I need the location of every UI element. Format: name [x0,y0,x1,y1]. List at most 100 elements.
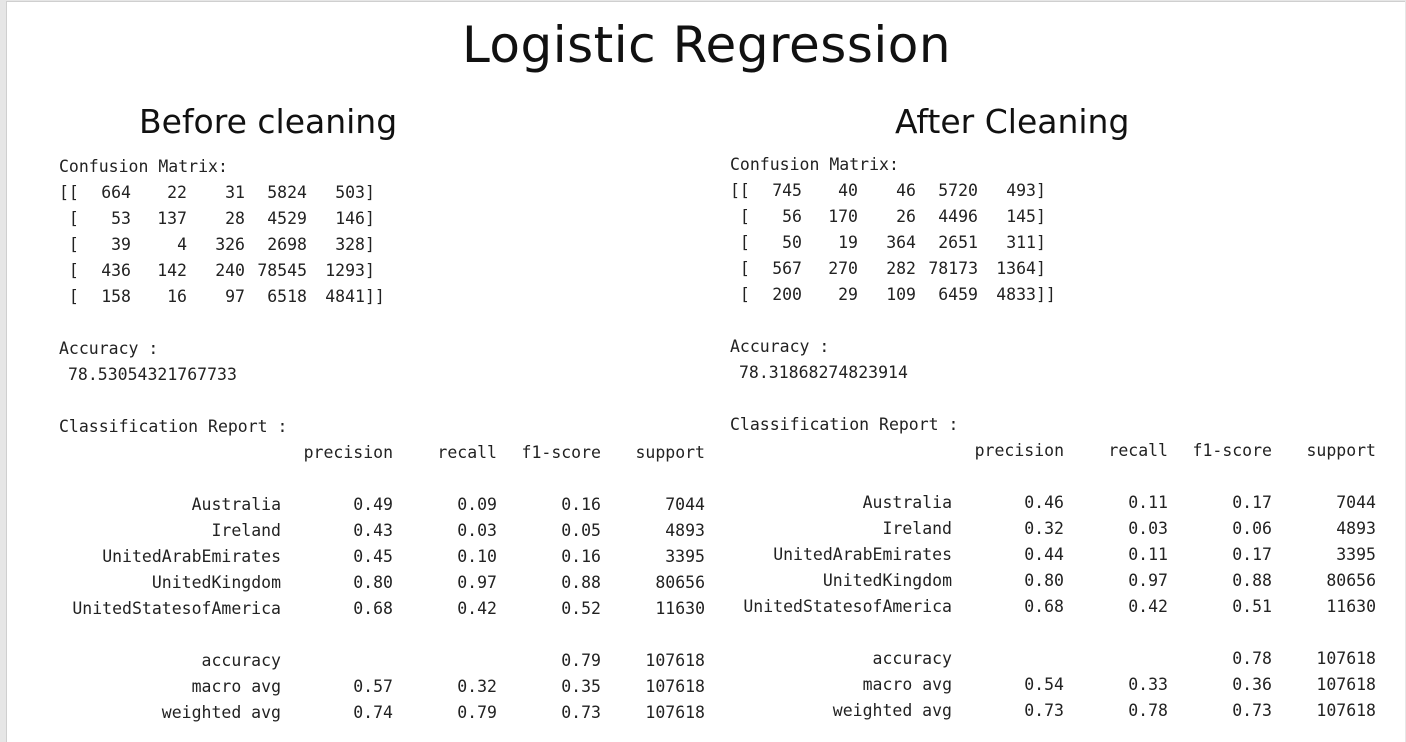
report-recall: 0.09 [457,495,497,514]
report-support: 4893 [665,521,705,540]
report-row: accuracy 0.79 107618 [59,648,705,674]
report-support: 80656 [1326,571,1376,590]
report-column-header: recall [437,443,497,462]
report-recall: 0.10 [457,547,497,566]
matrix-cell: 56 [782,207,802,226]
matrix-bracket: [ [59,287,79,306]
report-precision [952,646,1064,672]
report-row-label: UnitedArabEmirates [773,545,952,564]
report-column-header: support [635,443,705,462]
matrix-cell: 311 [1006,233,1036,252]
report-f1-score: 0.35 [561,677,601,696]
matrix-cell: 46 [896,181,916,200]
report-f1-score: 0.16 [561,547,601,566]
report-row: Australia 0.46 0.11 0.17 7044 [730,490,1376,516]
report-f1-score: 0.73 [561,703,601,722]
report-row-label: Ireland [211,521,281,540]
matrix-cell: 145 [1006,207,1036,226]
matrix-cell: 200 [772,285,802,304]
report-column-header: recall [1108,441,1168,460]
report-f1-score: 0.78 [1232,649,1272,668]
matrix-cell: 2651 [938,233,978,252]
matrix-cell: 22 [167,183,187,202]
report-row: UnitedKingdom 0.80 0.97 0.88 80656 [59,570,705,596]
matrix-cell: 328 [335,235,365,254]
confusion-matrix-row: [567 270 282 78173 1364] [730,256,1376,282]
matrix-cell: 4496 [938,207,978,226]
matrix-cell: 4833 [996,285,1036,304]
report-column-headers: precision recall f1-score support [59,440,705,466]
matrix-cell: 1364 [996,259,1036,278]
report-recall: 0.33 [1128,675,1168,694]
report-recall: 0.78 [1128,701,1168,720]
report-header-spacer [59,440,281,466]
report-header-spacer [730,438,952,464]
matrix-cell: 364 [886,233,916,252]
matrix-cell: 4529 [267,209,307,228]
report-row-label: accuracy [201,651,281,670]
report-precision: 0.68 [1024,597,1064,616]
report-recall [393,648,497,674]
matrix-cell: 170 [828,207,858,226]
report-row-label: Australia [862,493,952,512]
after-heading: After Cleaning [895,102,1130,141]
report-precision: 0.43 [353,521,393,540]
confusion-matrix-label: Confusion Matrix: [59,157,228,176]
report-recall: 0.97 [457,573,497,592]
matrix-cell: 745 [772,181,802,200]
report-f1-score: 0.17 [1232,545,1272,564]
matrix-cell: 31 [225,183,245,202]
matrix-cell: 78545 [257,261,307,280]
matrix-cell: 5824 [267,183,307,202]
report-row: UnitedStatesofAmerica 0.68 0.42 0.51 11630 [730,594,1376,620]
before-heading: Before cleaning [139,102,398,141]
classification-report-label: Classification Report : [59,417,288,436]
matrix-cell: 664 [101,183,131,202]
report-precision: 0.32 [1024,519,1064,538]
matrix-bracket: ]] [365,287,385,306]
matrix-cell: 493 [1006,181,1036,200]
report-recall: 0.79 [457,703,497,722]
report-support: 7044 [1336,493,1376,512]
matrix-cell: 28 [225,209,245,228]
report-precision: 0.73 [1024,701,1064,720]
report-row-label: weighted avg [832,701,952,720]
report-recall: 0.42 [457,599,497,618]
report-row: Australia 0.49 0.09 0.16 7044 [59,492,705,518]
report-column-header: precision [974,441,1064,460]
accuracy-value: 78.31868274823914 [739,363,908,382]
report-row-label: UnitedKingdom [822,571,952,590]
report-row: macro avg 0.57 0.32 0.35 107618 [59,674,705,700]
confusion-matrix-row: [200 29 109 6459 4833]] [730,282,1376,308]
confusion-matrix-row: [56 170 26 4496 145] [730,204,1376,230]
matrix-bracket: [[ [59,183,79,202]
report-row: macro avg 0.54 0.33 0.36 107618 [730,672,1376,698]
report-f1-score: 0.36 [1232,675,1272,694]
matrix-cell: 5720 [938,181,978,200]
matrix-cell: 16 [167,287,187,306]
report-column-headers: precision recall f1-score support [730,438,1376,464]
matrix-bracket: [ [730,259,750,278]
report-row-label: Ireland [882,519,952,538]
matrix-bracket: ] [1036,207,1046,226]
matrix-cell: 29 [838,285,858,304]
report-row-label: UnitedArabEmirates [102,547,281,566]
report-recall: 0.11 [1128,493,1168,512]
accuracy-label: Accuracy : [59,339,159,358]
spacer [59,466,705,492]
report-column-header: precision [303,443,393,462]
report-f1-score: 0.17 [1232,493,1272,512]
report-row-label: UnitedStatesofAmerica [72,599,281,618]
report-recall: 0.32 [457,677,497,696]
matrix-bracket: [ [59,261,79,280]
report-precision: 0.68 [353,599,393,618]
report-precision [281,648,393,674]
matrix-cell: 503 [335,183,365,202]
matrix-cell: 53 [111,209,131,228]
report-recall [1064,646,1168,672]
report-row-label: UnitedStatesofAmerica [743,597,952,616]
report-row: Ireland 0.43 0.03 0.05 4893 [59,518,705,544]
report-precision: 0.46 [1024,493,1064,512]
before-output-panel: Confusion Matrix:[[664 22 31 5824 503] [53 13… [59,154,705,726]
matrix-bracket: [ [730,207,750,226]
